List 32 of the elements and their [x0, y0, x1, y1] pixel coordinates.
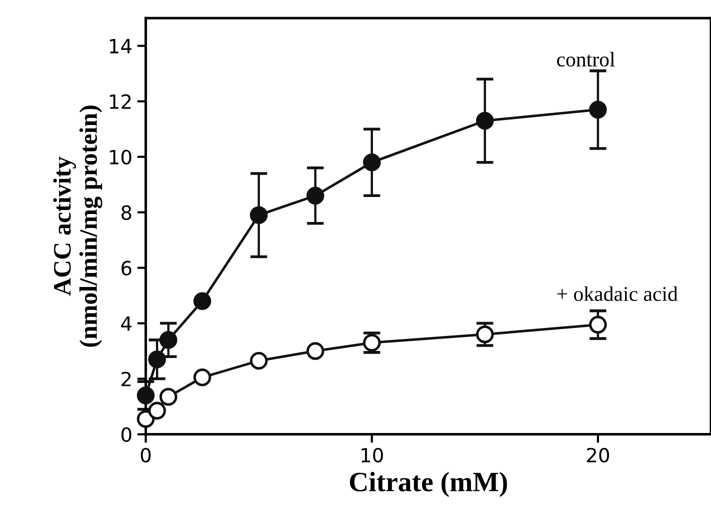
- point: [193, 292, 212, 310]
- point: [250, 206, 268, 224]
- point: [306, 186, 324, 205]
- y-tick-label: 2: [122, 372, 131, 386]
- y-tick-label: 12: [110, 94, 131, 109]
- point: [589, 100, 607, 119]
- point: [476, 326, 494, 344]
- x-tick-label: 10: [362, 448, 383, 463]
- y-tick-label: 4: [121, 316, 132, 331]
- y-tick-label: 10: [110, 150, 132, 164]
- point: [589, 316, 607, 334]
- y-tick-label: 8: [122, 205, 132, 220]
- point: [193, 368, 212, 386]
- point: [159, 331, 178, 349]
- y-tick-label: 14: [110, 39, 132, 54]
- point: [250, 352, 268, 370]
- point: [148, 402, 166, 420]
- point: [362, 153, 381, 172]
- series-label: + okadaic acid: [557, 286, 678, 302]
- y-tick-label: 0: [121, 427, 132, 442]
- point: [148, 350, 166, 368]
- x-axis-title: Citrate (mM): [350, 472, 507, 498]
- point: [159, 388, 178, 406]
- x-tick-label: 0: [140, 448, 151, 463]
- point: [136, 410, 155, 428]
- series-label: control: [557, 52, 615, 67]
- y-tick-label: 6: [122, 260, 132, 276]
- y-axis-title: ACC activity (nmol/min/mg protein): [53, 106, 102, 347]
- point: [476, 112, 494, 130]
- x-tick-label: 20: [587, 448, 610, 463]
- point: [136, 386, 155, 404]
- point: [306, 342, 324, 360]
